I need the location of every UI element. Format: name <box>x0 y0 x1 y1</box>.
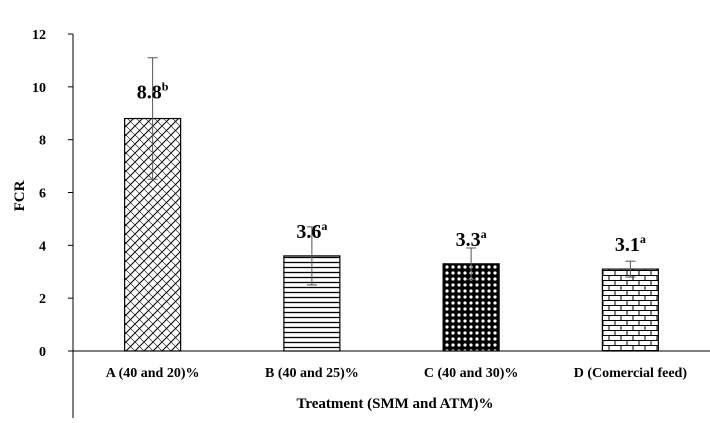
y-tick-label: 4 <box>39 239 46 254</box>
bars-group <box>124 117 659 352</box>
y-tick-label: 6 <box>39 187 46 202</box>
bar-value-label: 3.1a <box>615 232 646 256</box>
bar-value: 8.8 <box>137 82 162 104</box>
x-category-label: B (40 and 25)% <box>265 366 359 381</box>
x-category-label: D (Comercial feed) <box>574 366 688 381</box>
significance-letter: b <box>162 80 169 94</box>
bar-value-label: 8.8b <box>137 80 169 104</box>
x-category-label: A (40 and 20)% <box>106 366 200 381</box>
y-tick-label: 10 <box>32 81 46 96</box>
y-axis-title: FCR <box>12 180 28 211</box>
bar-value: 3.1 <box>615 234 640 256</box>
bar-value-label: 3.6a <box>296 219 327 243</box>
bar-value: 3.6 <box>296 221 321 243</box>
x-axis-title: Treatment (SMM and ATM)% <box>296 396 493 412</box>
significance-letter: a <box>481 227 487 241</box>
bar-value-label: 3.3a <box>456 227 487 251</box>
bar <box>601 268 659 352</box>
x-axis-categories: A (40 and 20)% B (40 and 25)% C (40 and 30… <box>106 366 688 381</box>
y-tick-label: 8 <box>39 134 46 149</box>
y-tick-label: 2 <box>39 292 46 307</box>
y-tick-label: 0 <box>39 345 46 360</box>
significance-letter: a <box>640 232 646 246</box>
x-category-label: C (40 and 30)% <box>424 366 519 381</box>
y-axis-ticks: 0 2 4 6 8 10 12 <box>32 28 73 360</box>
error-bars-group <box>147 57 636 286</box>
y-tick-label: 12 <box>32 28 46 43</box>
value-labels-group: 8.8b3.6a3.3a3.1a <box>137 80 646 257</box>
significance-letter: a <box>321 219 327 233</box>
bar-value: 3.3 <box>456 229 481 251</box>
